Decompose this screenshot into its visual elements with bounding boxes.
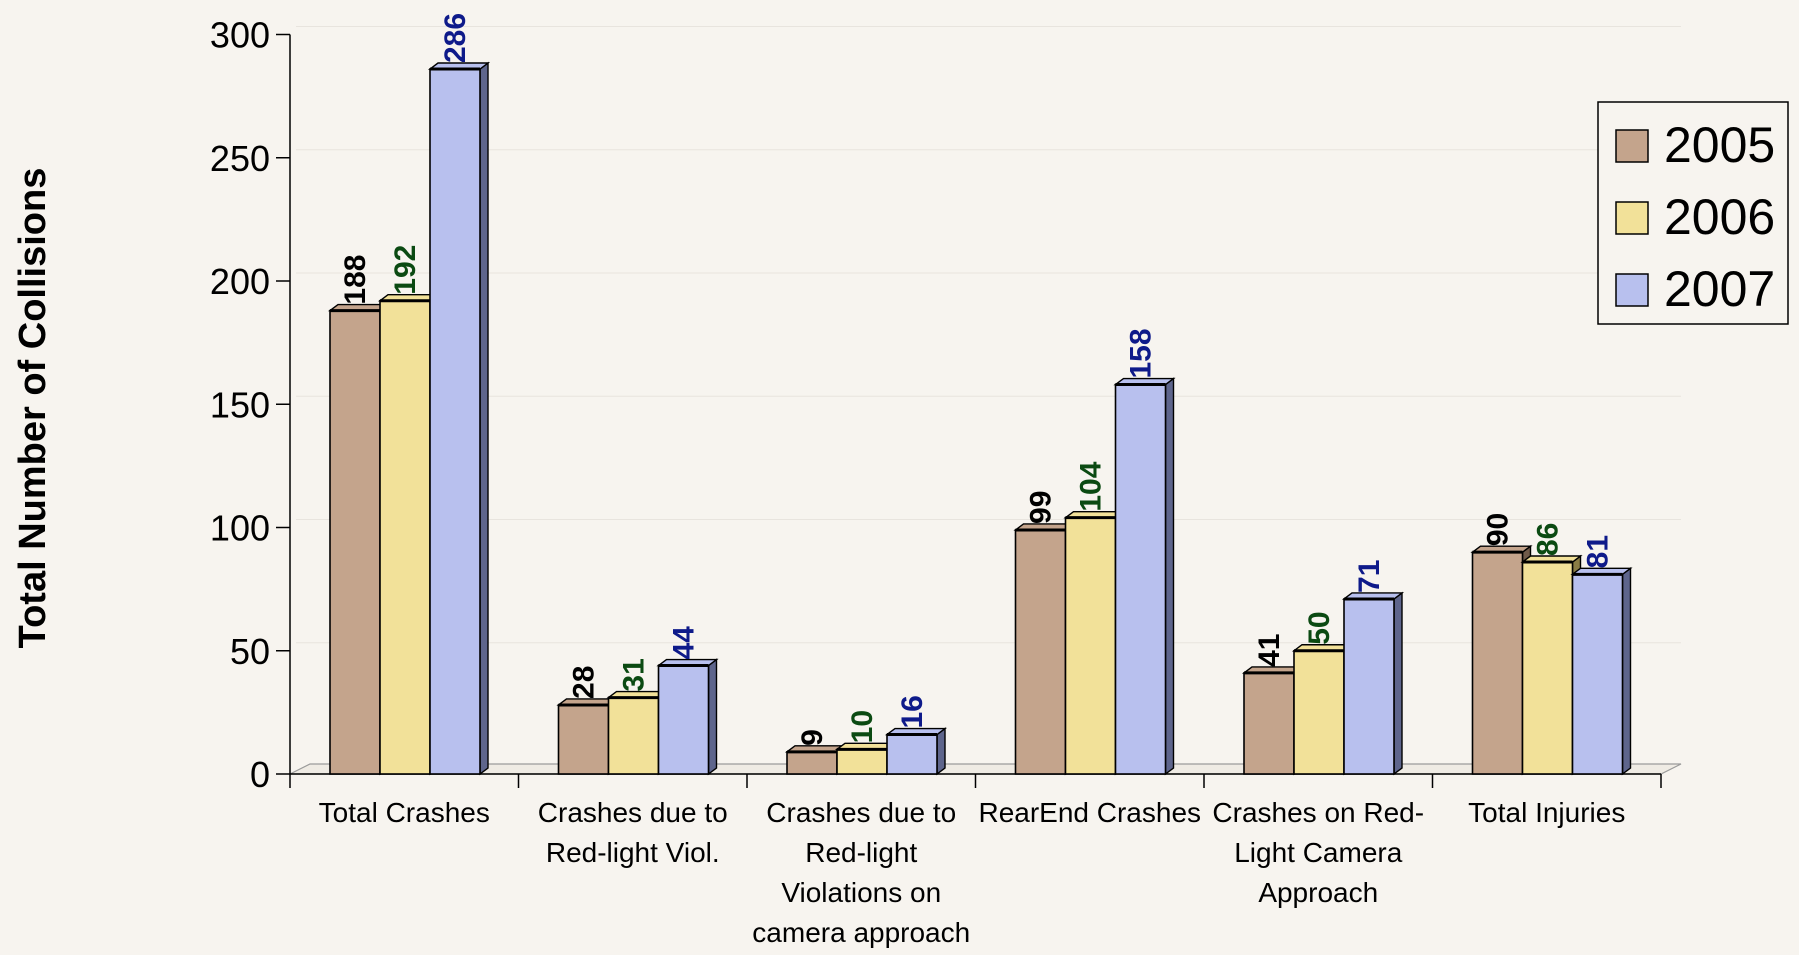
gridlines: [296, 26, 1681, 644]
bar-front: [429, 68, 481, 775]
legend-item: 2007: [1615, 261, 1775, 317]
bar-front: [786, 751, 838, 775]
data-label: 50: [1303, 611, 1336, 644]
category-label: RearEnd Crashes: [978, 797, 1201, 828]
y-tick-label: 200: [210, 261, 270, 302]
bar-front: [886, 733, 938, 775]
bar: [884, 727, 948, 776]
category-label: Crashes on Red-Light Camera Approach: [1212, 797, 1424, 908]
category-label: Total Crashes: [319, 797, 490, 828]
bar-front: [836, 748, 888, 775]
bar-side: [1393, 591, 1403, 776]
data-label: 158: [1125, 328, 1158, 378]
data-label: 192: [389, 245, 422, 295]
bar-side: [936, 727, 946, 776]
legend-label: 2007: [1664, 261, 1775, 317]
bars: [327, 61, 1633, 776]
bar: [1113, 377, 1176, 776]
category-labels: Total Crashes Crashes due to Red-light Vio…: [319, 797, 1626, 948]
legend-item: 2006: [1615, 189, 1775, 245]
y-axis-title: Total Number of Collisions: [12, 168, 54, 649]
legend-label: 2006: [1664, 189, 1775, 245]
bar-front: [1243, 672, 1295, 775]
y-tick-label: 150: [210, 384, 270, 425]
legend-swatch: [1615, 129, 1649, 163]
data-label: 44: [668, 626, 701, 660]
y-tick-label: 50: [230, 631, 270, 672]
bar-front: [1014, 529, 1067, 775]
bar: [427, 61, 491, 776]
bar-side: [1164, 377, 1175, 776]
bar-side: [479, 61, 489, 776]
bar-front: [329, 309, 381, 775]
bar-front: [1521, 561, 1574, 775]
bar-front: [657, 664, 710, 775]
category-label: Total Injuries: [1468, 797, 1625, 828]
bar-front: [1293, 649, 1345, 775]
data-label: 286: [439, 13, 472, 63]
data-label: 28: [568, 666, 601, 699]
y-tick-label: 250: [210, 138, 270, 179]
data-label: 31: [618, 658, 651, 691]
bar-front: [1571, 573, 1624, 775]
bar-front: [1114, 383, 1167, 775]
bar-front: [379, 299, 431, 775]
data-label: 16: [896, 695, 929, 728]
legend-swatch: [1615, 273, 1649, 307]
bar: [656, 658, 719, 776]
bar: [1341, 591, 1405, 776]
legend: 2005 2006 2007: [1597, 101, 1789, 325]
data-label: 104: [1075, 461, 1108, 511]
bar: [1570, 566, 1633, 776]
bar-front: [607, 696, 660, 775]
data-label: 81: [1582, 535, 1615, 568]
bar-front: [1471, 551, 1524, 775]
axes: 0 50 100 150 200 250 300: [210, 15, 1682, 795]
data-label: 99: [1025, 491, 1058, 524]
bar-front: [1343, 598, 1395, 775]
bar-front: [557, 704, 610, 775]
data-label: 9: [796, 729, 829, 746]
y-tick-label: 300: [210, 15, 270, 56]
legend-label: 2005: [1664, 117, 1775, 173]
data-label: 86: [1532, 523, 1565, 556]
data-label: 188: [339, 255, 372, 305]
data-label: 71: [1353, 560, 1386, 593]
category-label: Crashes due to Red-light Viol.: [538, 797, 728, 868]
data-label: 10: [846, 710, 879, 743]
data-label: 90: [1482, 513, 1515, 546]
data-labels: 188 192 286 28 31 44 9 10 16 99 104 158 41 50 71 90 86 81: [339, 13, 1615, 746]
category-label: Crashes due to Red-light Violations on came…: [752, 797, 970, 948]
legend-swatch: [1615, 201, 1649, 235]
y-tick-label: 100: [210, 508, 270, 549]
bar-side: [707, 658, 718, 776]
y-tick-label: 0: [250, 754, 270, 795]
data-label: 41: [1253, 634, 1286, 667]
legend-item: 2005: [1615, 117, 1775, 173]
bar-side: [1621, 566, 1632, 776]
bar-front: [1064, 516, 1117, 775]
